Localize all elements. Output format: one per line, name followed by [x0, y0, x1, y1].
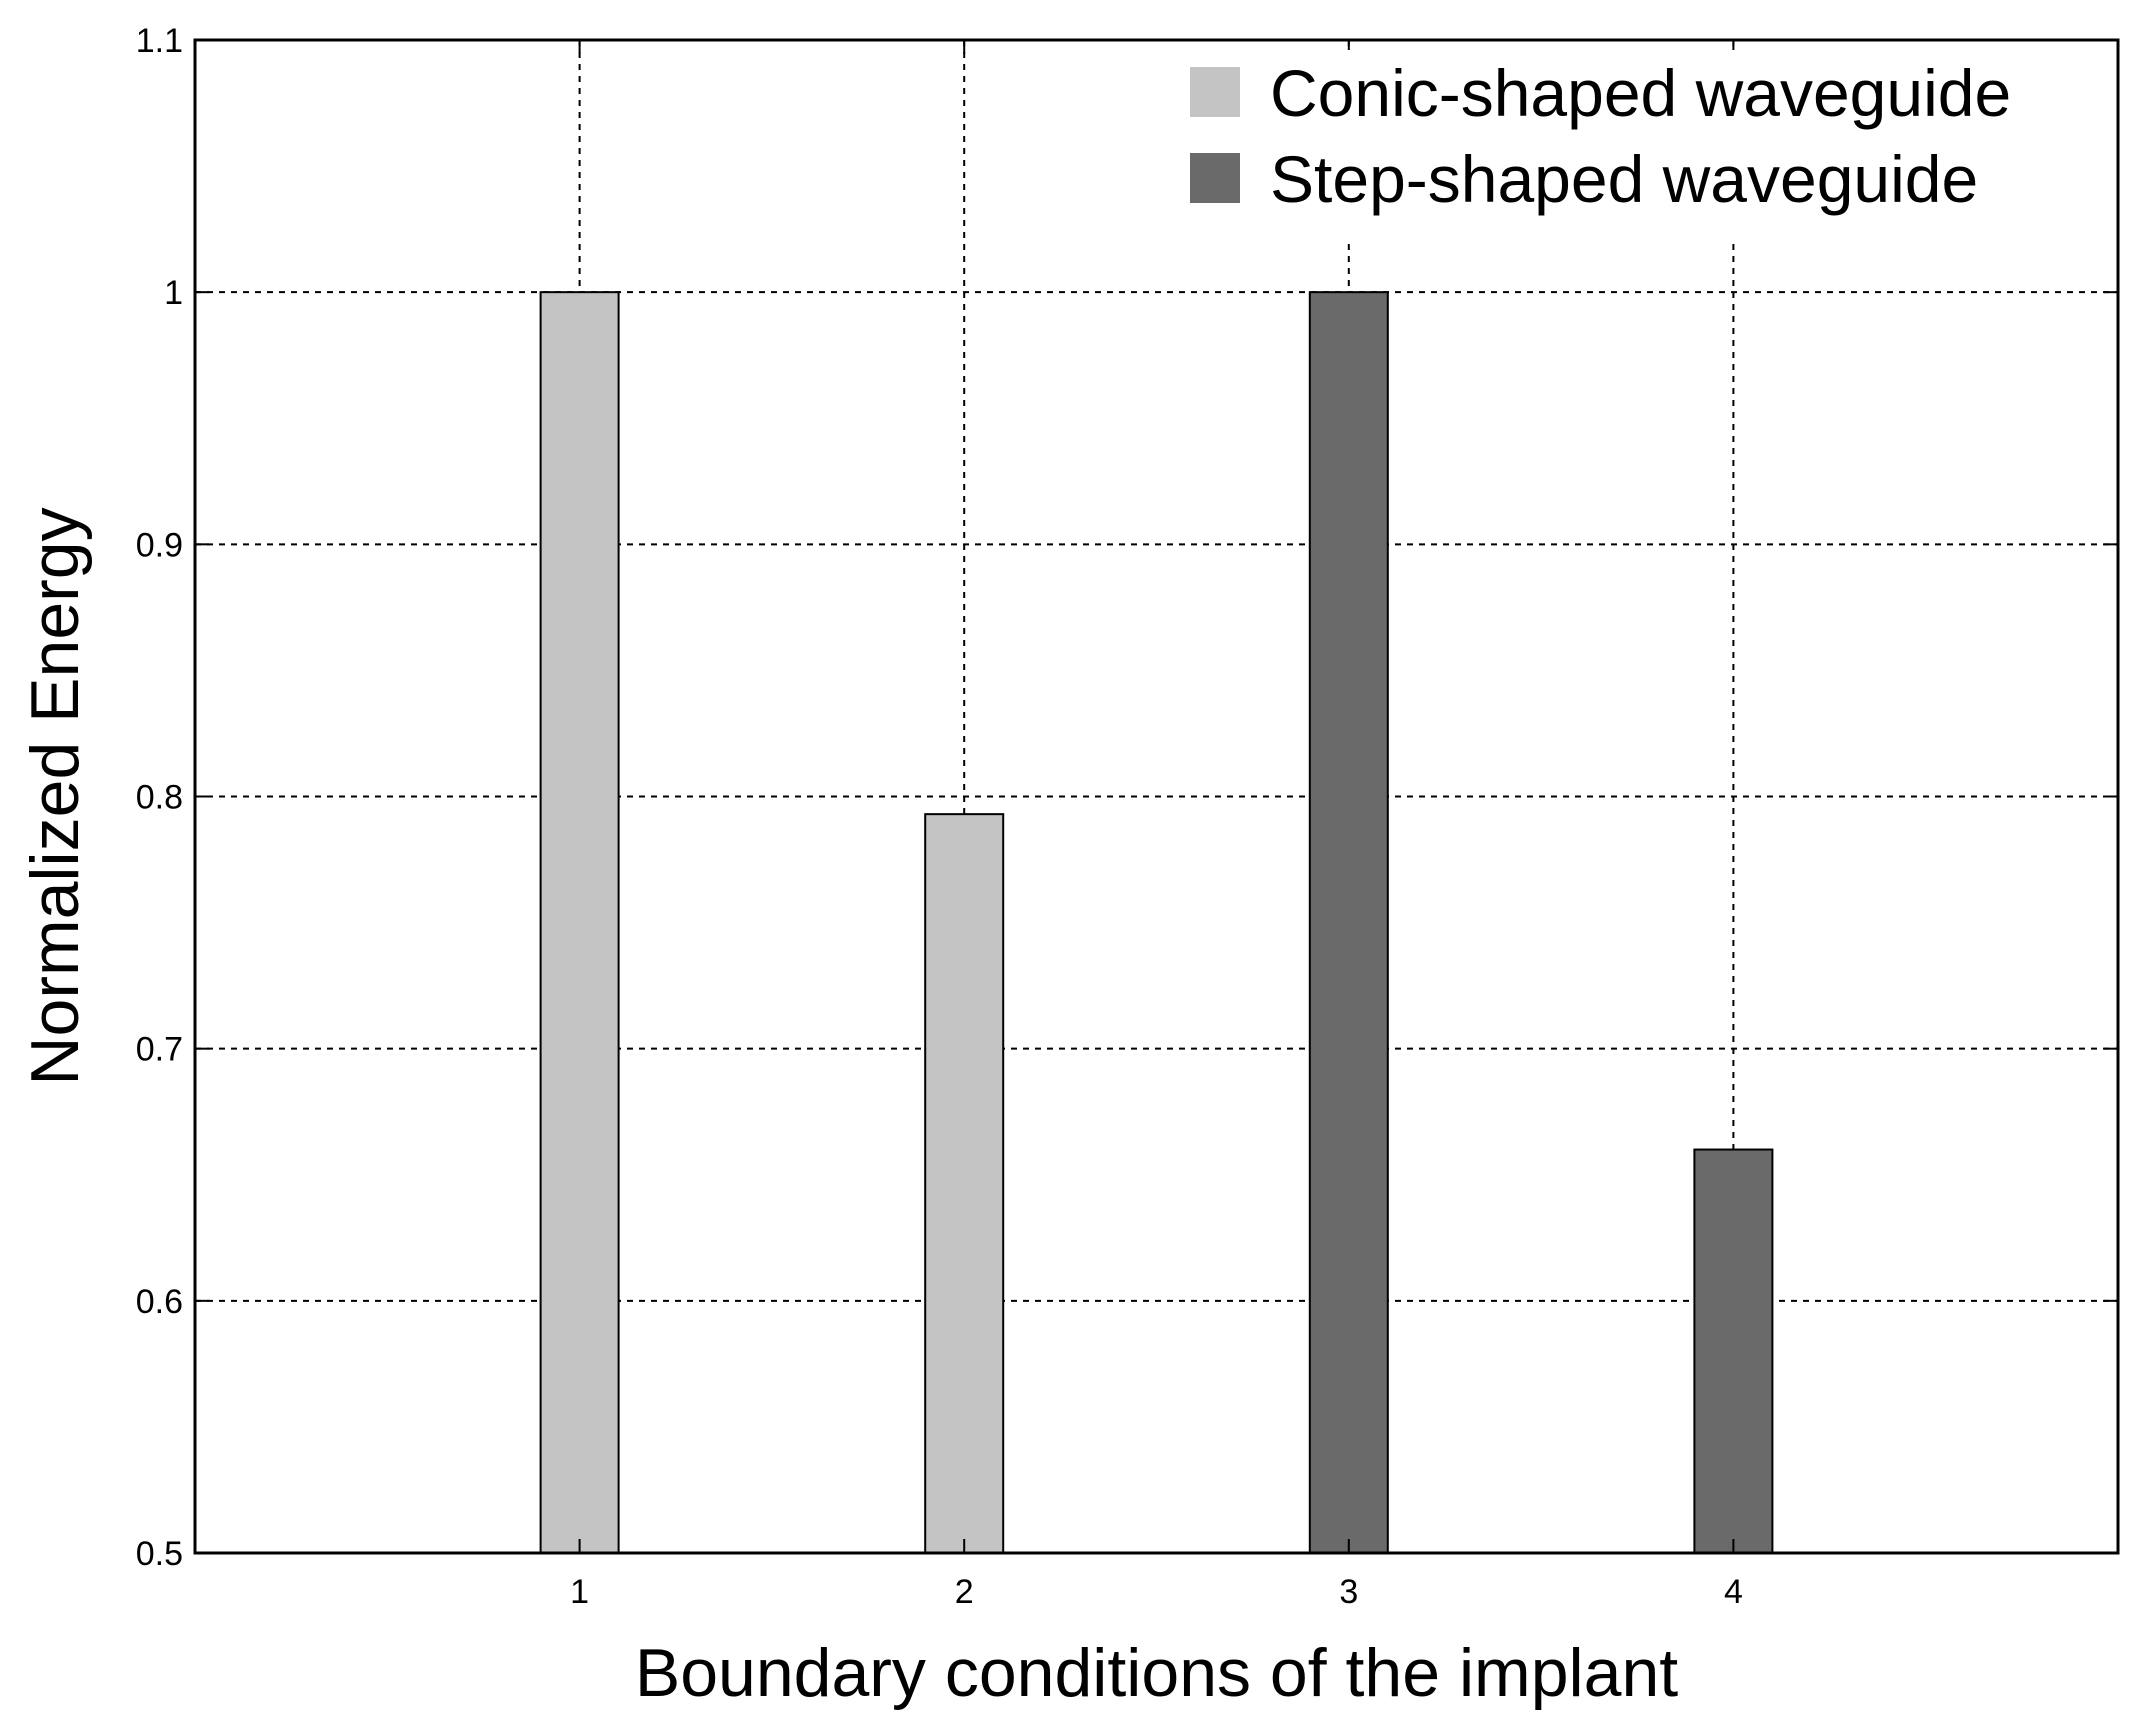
legend-swatch [1190, 67, 1240, 117]
legend-label: Step-shaped waveguide [1270, 142, 1978, 216]
y-axis-label: Normalized Energy [17, 507, 93, 1085]
y-tick-label: 0.5 [136, 1535, 183, 1573]
legend-background [1160, 50, 2115, 242]
y-tick-label: 1 [164, 274, 183, 312]
legend: Conic-shaped waveguide Step-shaped wavegu… [1160, 50, 2115, 242]
bar-series2-cat3 [1308, 291, 1389, 1555]
y-tick-label: 1.1 [136, 22, 183, 60]
legend-label: Conic-shaped waveguide [1270, 56, 2011, 130]
legend-swatch [1190, 153, 1240, 203]
x-axis-label: Boundary conditions of the implant [635, 1635, 1678, 1711]
axis-ticks: 0.5 0.6 0.7 0.8 0.9 1 1.1 1 2 3 4 [136, 22, 2118, 1611]
bar-series1-cat2 [924, 813, 1005, 1554]
x-tick-label: 2 [955, 1573, 974, 1611]
y-tick-label: 0.7 [136, 1031, 183, 1069]
x-tick-label: 1 [570, 1573, 589, 1611]
x-tick-label: 4 [1724, 1573, 1743, 1611]
x-tick-label: 3 [1339, 1573, 1358, 1611]
y-tick-label: 0.9 [136, 526, 183, 564]
y-tick-label: 0.8 [136, 779, 183, 817]
bar-series2-cat4 [1693, 1148, 1774, 1554]
y-tick-label: 0.6 [136, 1283, 183, 1321]
bar-series1-cat1 [539, 291, 620, 1555]
